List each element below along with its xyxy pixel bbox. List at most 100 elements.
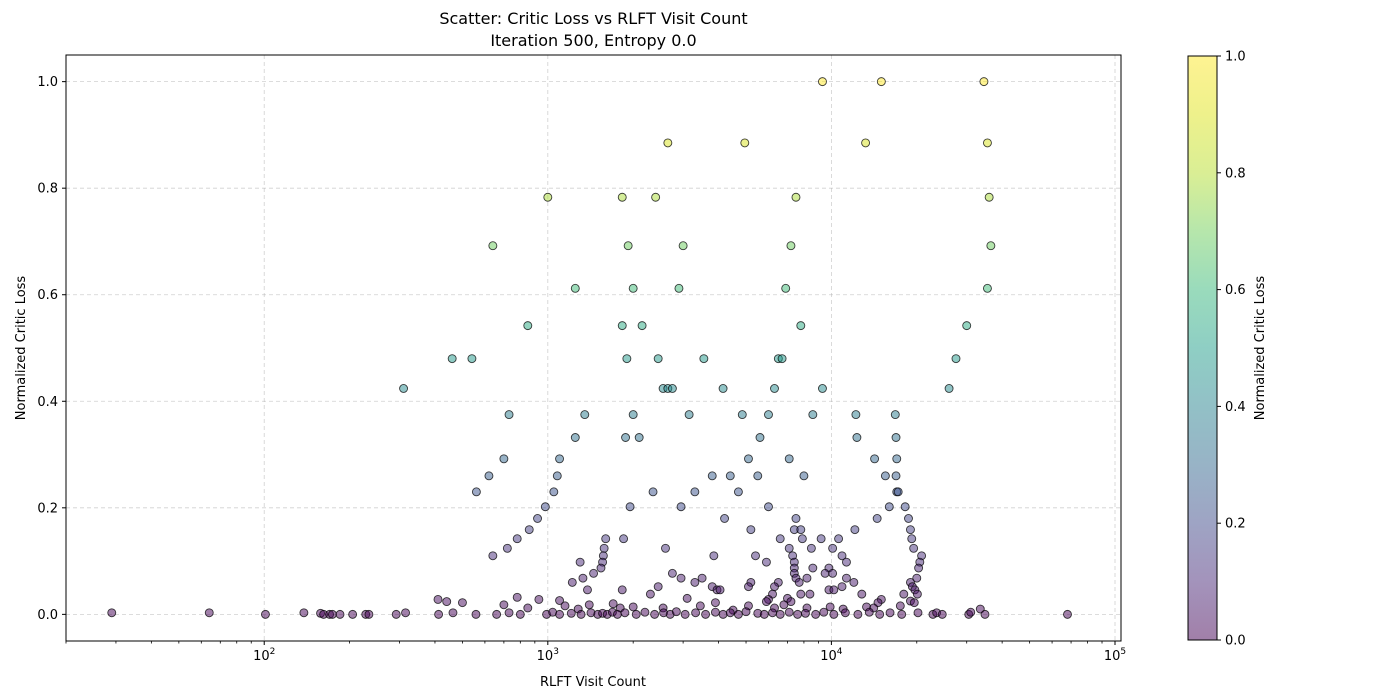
x-tick-label: 102 (253, 647, 275, 664)
scatter-point (434, 609, 444, 619)
scatter-point (471, 609, 481, 619)
x-tick-label: 105 (1104, 647, 1126, 664)
x-tick-label: 104 (820, 647, 843, 664)
scatter-point (401, 608, 410, 618)
y-axis-label: Normalized Critic Loss (14, 276, 29, 421)
scatter-point (744, 582, 753, 592)
scatter-point (567, 577, 577, 587)
y-tick-label: 0.4 (37, 395, 58, 410)
scatter-point (979, 77, 989, 87)
scatter-point (764, 502, 773, 512)
colorbar-ticks: 0.0 0.2 0.4 0.6 0.8 1.0 (1217, 50, 1246, 649)
scatter-point (204, 608, 214, 618)
scatter-point (816, 534, 826, 544)
scatter-point (523, 603, 533, 613)
scatter-point (674, 283, 684, 293)
scatter-point (880, 471, 890, 481)
scatter-point (555, 454, 564, 464)
scatter-point (583, 585, 592, 595)
scatter-point (906, 525, 915, 535)
scatter-point (755, 433, 765, 442)
scatter-point (623, 241, 633, 251)
scatter-point (857, 589, 867, 599)
scatter-point (806, 543, 816, 553)
scatter-point (335, 609, 345, 619)
scatter-point (775, 609, 785, 619)
scatter-point (966, 607, 976, 617)
scatter-point (684, 410, 694, 420)
scatter-point (895, 601, 905, 611)
scatter-point (876, 77, 886, 87)
scatter-point (834, 534, 844, 544)
colorbar-tick-label: 0.6 (1225, 283, 1246, 298)
scatter-point (667, 568, 677, 578)
scatter-point (488, 551, 498, 561)
scatter-point (740, 138, 750, 148)
scatter-point (457, 598, 467, 608)
scatter-point (589, 568, 599, 578)
scatter-point (828, 568, 838, 578)
scatter-point (753, 471, 763, 481)
scatter-point (676, 502, 686, 512)
scatter-point (764, 410, 773, 420)
colorbar-tick-label: 0.8 (1225, 166, 1246, 181)
scatter-point (786, 241, 796, 251)
scatter-point (502, 543, 512, 553)
scatter-point (899, 589, 909, 599)
scatter-point (690, 577, 700, 587)
scatter-point (944, 384, 954, 393)
scatter-point (802, 573, 812, 583)
colorbar-tick-label: 0.2 (1225, 517, 1246, 532)
scatter-point (796, 589, 806, 599)
scatter-point (651, 192, 661, 202)
scatter-point (741, 607, 751, 617)
scatter-point (737, 410, 747, 420)
scatter-point (625, 502, 635, 512)
scatter-point (555, 609, 564, 619)
scatter-point (364, 609, 374, 619)
scatter-point (800, 608, 810, 618)
scatter-point (875, 609, 885, 619)
scatter-point (884, 502, 894, 512)
scatter-point (897, 609, 907, 619)
scatter-point (467, 354, 477, 364)
scatter-point (499, 454, 509, 464)
scatter-point (715, 585, 725, 595)
scatter-point (637, 321, 647, 331)
y-tick-label: 0.0 (37, 608, 58, 623)
scatter-point (599, 543, 609, 553)
scatter-point (628, 602, 638, 612)
scatter-point (566, 608, 576, 618)
scatter-point (770, 384, 779, 393)
scatter-point (840, 608, 850, 618)
scatter-point (842, 573, 851, 583)
scatter-point (982, 283, 992, 293)
y-tick-label: 0.2 (37, 501, 58, 516)
scatter-point (448, 608, 458, 618)
scatter-point (678, 241, 688, 251)
scatter-point (663, 138, 673, 148)
scatter-point (650, 609, 660, 619)
scatter-point (808, 410, 818, 420)
scatter-point (504, 410, 514, 420)
chart-subtitle: Iteration 500, Entropy 0.0 (490, 31, 697, 50)
scatter-point (399, 384, 409, 393)
scatter-point (770, 582, 779, 592)
scatter-point (391, 609, 401, 619)
scatter-point (861, 138, 871, 148)
scatter-point (1063, 609, 1072, 619)
scatter-point (492, 609, 502, 619)
scatter-point (484, 471, 494, 481)
scatter-point (327, 609, 337, 619)
scatter-point (580, 410, 590, 420)
colorbar-frame (1187, 55, 1218, 641)
scatter-point (851, 410, 861, 420)
scatter-point (870, 454, 880, 464)
scatter-point (909, 543, 919, 553)
scatter-point (820, 568, 830, 578)
scatter-point (937, 609, 947, 619)
scatter-point (676, 573, 686, 583)
scatter-point (781, 283, 791, 293)
scatter-point (620, 608, 630, 618)
scatter-point (260, 609, 270, 619)
